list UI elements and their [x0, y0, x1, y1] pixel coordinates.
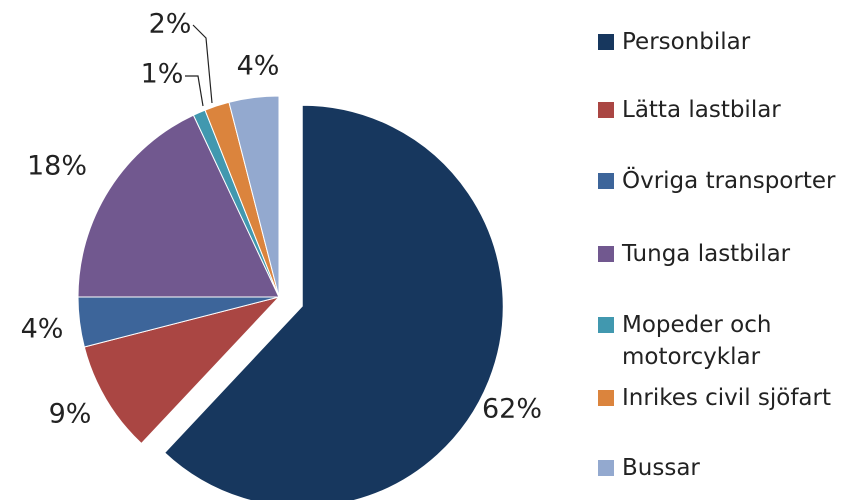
legend-swatch	[598, 246, 614, 262]
data-label: 62%	[482, 394, 542, 425]
data-label: 4%	[237, 51, 280, 82]
legend-entry: Lätta lastbilar	[598, 94, 866, 126]
legend-label: Övriga transporter	[622, 168, 836, 194]
pie-slice	[77, 114, 280, 298]
legend-entry: Inrikes civil sjöfart	[598, 382, 866, 414]
leader-line	[185, 75, 204, 107]
legend-swatch	[598, 390, 614, 406]
data-label: 4%	[21, 314, 64, 345]
data-label: 18%	[27, 151, 87, 182]
data-label: 2%	[149, 9, 192, 40]
legend-entry: Personbilar	[598, 26, 866, 58]
legend-swatch	[598, 173, 614, 189]
pie-area: 62% 9% 4% 18% 1% 2% 4%	[21, 9, 542, 500]
data-label: 1%	[141, 59, 184, 90]
legend-entry: Bussar	[598, 452, 866, 484]
legend-entry: Mopeder och motorcyklar	[598, 309, 866, 373]
leader-line	[192, 24, 213, 104]
legend-label: Lätta lastbilar	[622, 97, 781, 123]
pie-slice	[83, 296, 281, 445]
legend-entry: Tunga lastbilar	[598, 238, 866, 270]
legend-entry: Övriga transporter	[598, 165, 866, 197]
legend-swatch	[598, 460, 614, 476]
data-label: 9%	[49, 399, 92, 430]
legend-label: Tunga lastbilar	[622, 241, 791, 267]
pie-slice	[163, 104, 504, 500]
legend-label: Bussar	[622, 455, 700, 481]
legend-swatch	[598, 102, 614, 118]
legend-label: Inrikes civil sjöfart	[622, 385, 831, 411]
legend-swatch	[598, 34, 614, 50]
legend-label: Personbilar	[622, 29, 751, 55]
legend-swatch	[598, 317, 614, 333]
legend-label: Mopeder och motorcyklar	[622, 312, 772, 370]
pie-slice	[228, 95, 280, 298]
